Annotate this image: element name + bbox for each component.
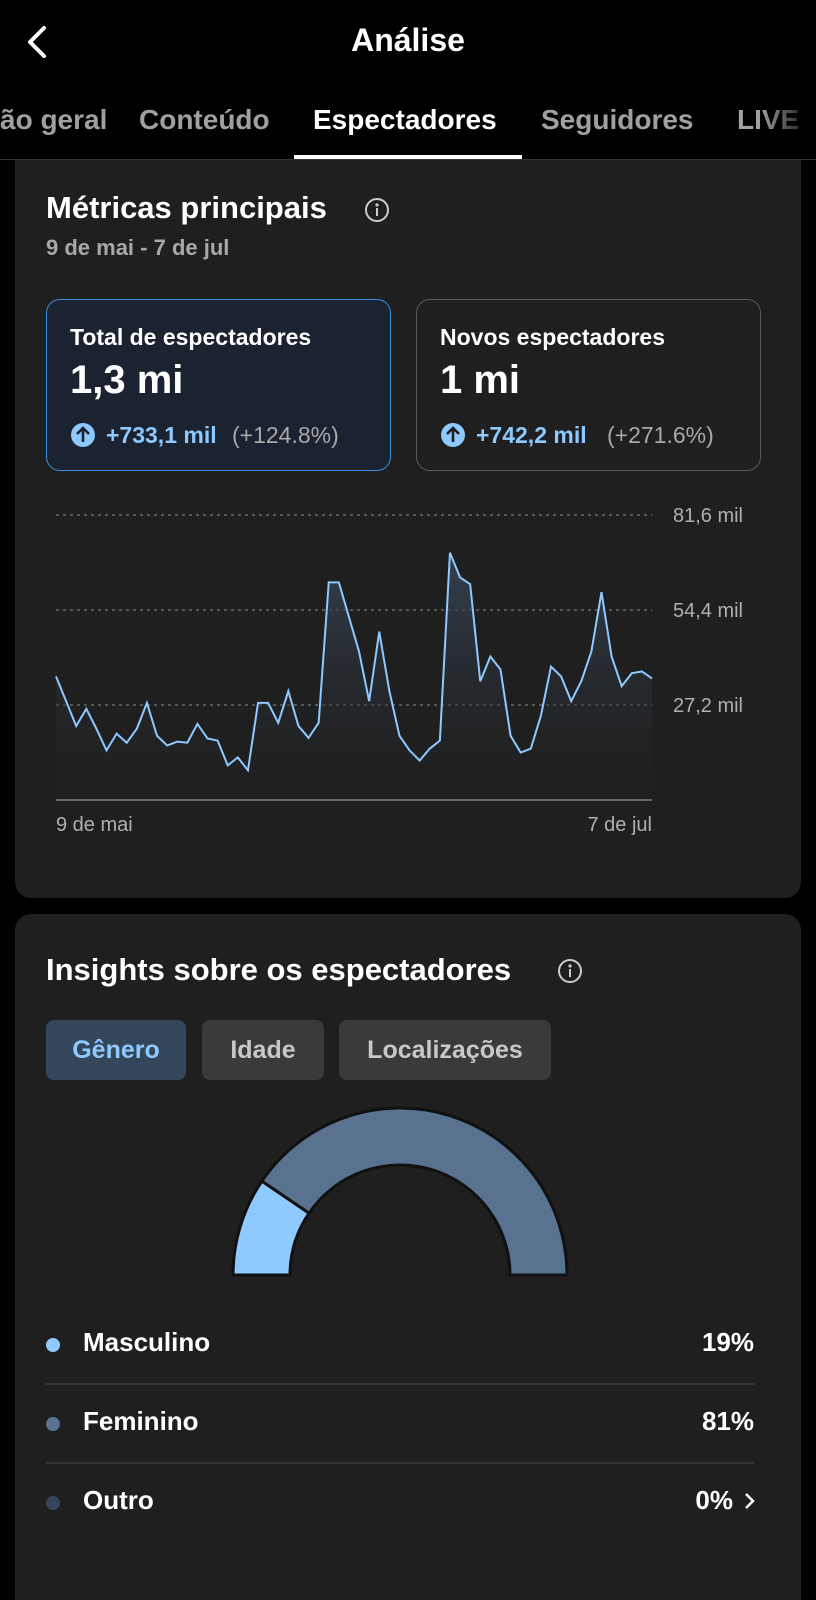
info-icon[interactable]	[363, 196, 391, 224]
tab-active[interactable]: Espectadores	[313, 104, 497, 135]
tab[interactable]: ão geral	[0, 104, 108, 135]
up-icon	[71, 423, 95, 447]
legend-value[interactable]: 19%	[701, 1327, 754, 1357]
filter-chip[interactable]: Idade	[202, 1020, 324, 1080]
header-title: Análise	[351, 22, 465, 58]
back-button[interactable]	[22, 22, 52, 62]
tab[interactable]: Seguidores	[541, 104, 694, 135]
metrics-card	[15, 160, 801, 898]
filter-chip[interactable]: Localizações	[339, 1020, 551, 1080]
info-icon[interactable]	[556, 957, 584, 985]
metric-change: +742,2 mil	[476, 422, 587, 448]
legend-name[interactable]: Feminino	[83, 1406, 199, 1436]
metric-percent: (+271.6%)	[607, 422, 714, 448]
metric-card[interactable]: Total de espectadores 1,3 mi +733,1 mil …	[46, 299, 391, 471]
tab[interactable]: Conteúdo	[139, 104, 270, 135]
section-title: Métricas principais	[46, 190, 327, 225]
metric-change: +733,1 mil	[106, 422, 217, 448]
metric-value: 1 mi	[440, 358, 521, 402]
legend-value[interactable]: 0%	[695, 1485, 733, 1515]
legend-name[interactable]: Outro	[83, 1485, 154, 1515]
tab-fade	[760, 84, 816, 160]
metric-label: Total de espectadores	[70, 324, 312, 350]
tab-divider	[0, 159, 816, 160]
date-range: 9 de mai - 7 de jul	[46, 235, 230, 260]
filter-chip-active[interactable]: Gênero	[46, 1020, 186, 1080]
legend-name[interactable]: Masculino	[83, 1327, 211, 1357]
metric-card[interactable]: Novos espectadores 1 mi +742,2 mil (+271…	[416, 299, 761, 471]
metric-percent: (+124.8%)	[232, 422, 339, 448]
metric-label: Novos espectadores	[440, 324, 665, 350]
tab-underline	[294, 155, 522, 159]
metric-value: 1,3 mi	[70, 358, 184, 402]
legend-value[interactable]: 81%	[701, 1406, 754, 1436]
up-icon	[441, 423, 465, 447]
section-title: Insights sobre os espectadores	[46, 952, 512, 987]
